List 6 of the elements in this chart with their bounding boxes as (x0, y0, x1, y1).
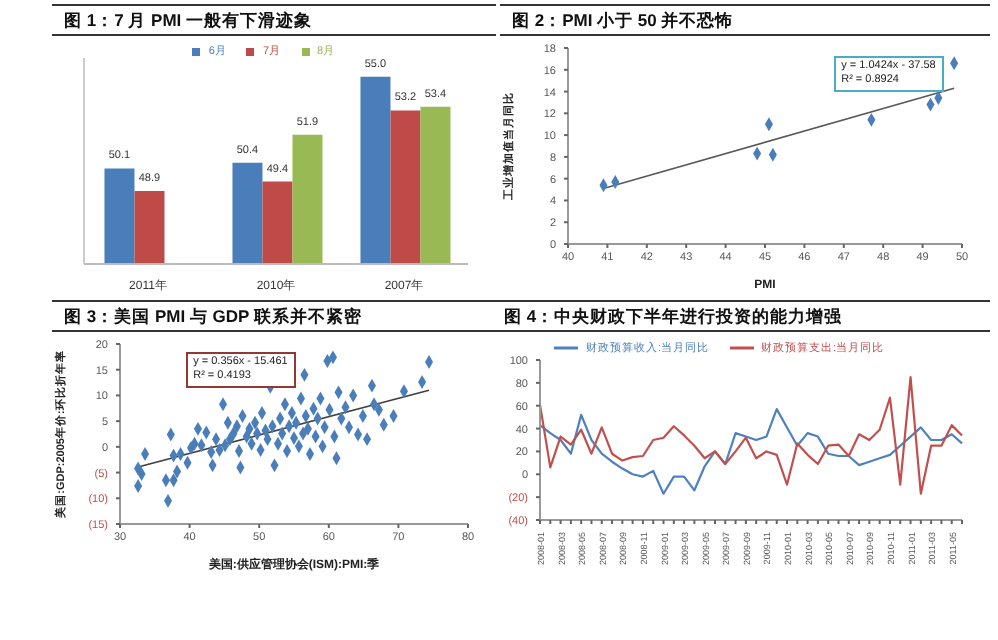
chart-title: 图 3：美国 PMI 与 GDP 联系并不紧密 (52, 300, 496, 332)
chart-title: 图 1：7 月 PMI 一般有下滑迹象 (52, 4, 496, 36)
chart-title: 图 4：中央财政下半年进行投资的能力增强 (492, 300, 990, 332)
line-series (538, 408, 964, 495)
chart-title: 图 2：PMI 小于 50 并不恐怖 (500, 4, 990, 36)
line-series (538, 376, 964, 495)
